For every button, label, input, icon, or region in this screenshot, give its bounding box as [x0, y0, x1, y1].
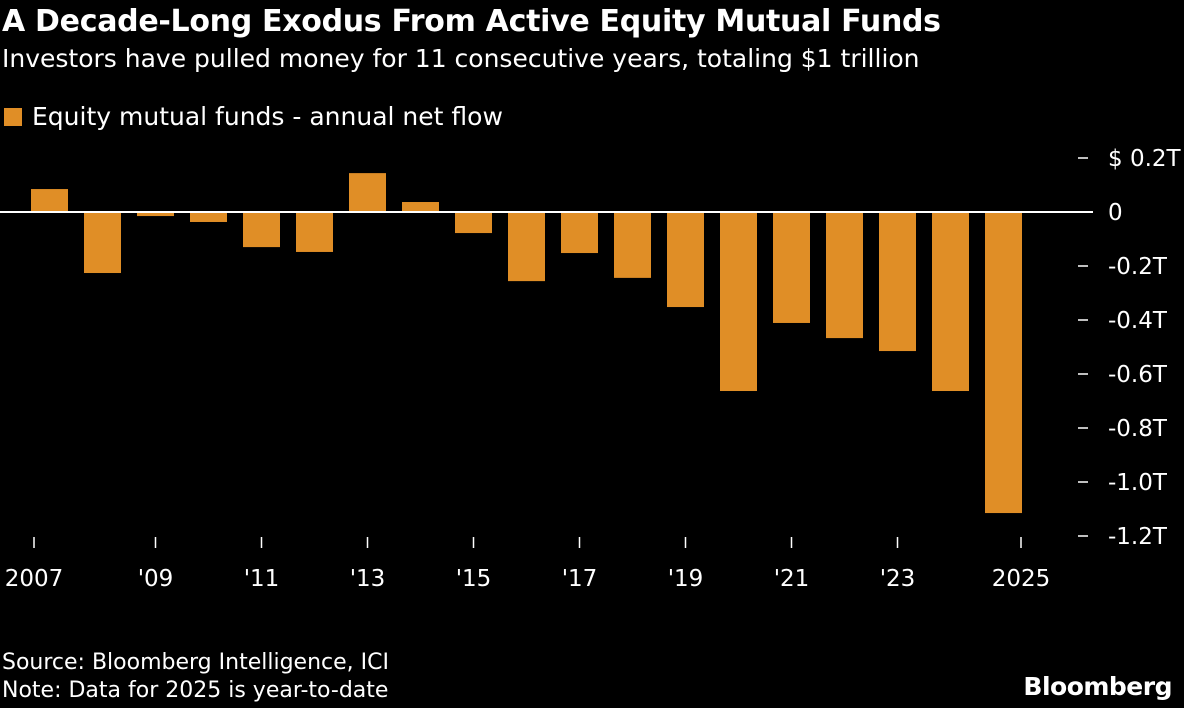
chart-subtitle: Investors have pulled money for 11 conse… — [2, 44, 920, 73]
legend-label: Equity mutual funds - annual net flow — [32, 102, 503, 131]
bar-2019 — [667, 212, 704, 308]
bar-2018 — [614, 212, 651, 278]
bar-2008 — [84, 212, 121, 274]
bloomberg-logo: Bloomberg — [1023, 672, 1172, 701]
bar-2021 — [773, 212, 810, 323]
y-tick-label: -0.6T — [1108, 362, 1168, 388]
bar-2017 — [561, 212, 598, 254]
bar-2013 — [349, 173, 386, 212]
x-tick-label: '11 — [244, 566, 280, 592]
bar-2014 — [402, 202, 439, 212]
x-tick-label: '13 — [350, 566, 386, 592]
bar-2025 — [985, 212, 1022, 514]
bar-2022 — [826, 212, 863, 339]
y-tick-label: -0.2T — [1108, 254, 1168, 280]
bar-2010 — [190, 212, 227, 222]
source-note: Source: Bloomberg Intelligence, ICI — [2, 650, 389, 675]
bar-2009 — [137, 212, 174, 217]
bar-2020 — [720, 212, 757, 392]
bar-2023 — [879, 212, 916, 352]
x-tick-label: '23 — [880, 566, 916, 592]
x-tick-label: '09 — [138, 566, 174, 592]
data-note: Note: Data for 2025 is year-to-date — [2, 678, 389, 703]
y-tick-label: -1.0T — [1108, 470, 1168, 496]
bar-2012 — [296, 212, 333, 252]
bar-2011 — [243, 212, 280, 248]
bar-2015 — [455, 212, 492, 234]
x-tick-label: 2007 — [5, 566, 64, 592]
x-tick-label: '15 — [456, 566, 492, 592]
legend-swatch — [4, 107, 22, 126]
x-tick-label: '19 — [668, 566, 704, 592]
bar-2007 — [31, 189, 68, 212]
x-tick-label: '21 — [774, 566, 810, 592]
bar-chart: $ 0.2T 0 -0.2T -0.4T -0.6T -0.8T -1.0T -1.2T 200… — [0, 146, 1182, 592]
chart-title: A Decade-Long Exodus From Active Equity … — [2, 4, 941, 39]
y-tick-label: $ 0.2T — [1108, 146, 1182, 172]
bar-2024 — [932, 212, 969, 392]
legend: Equity mutual funds - annual net flow — [4, 102, 503, 131]
bar-2016 — [508, 212, 545, 282]
y-tick-label: -0.8T — [1108, 416, 1168, 442]
x-tick-label: '17 — [562, 566, 598, 592]
y-tick-label: 0 — [1108, 200, 1123, 226]
x-tick-label: 2025 — [992, 566, 1051, 592]
y-tick-label: -1.2T — [1108, 524, 1168, 550]
y-tick-label: -0.4T — [1108, 308, 1168, 334]
